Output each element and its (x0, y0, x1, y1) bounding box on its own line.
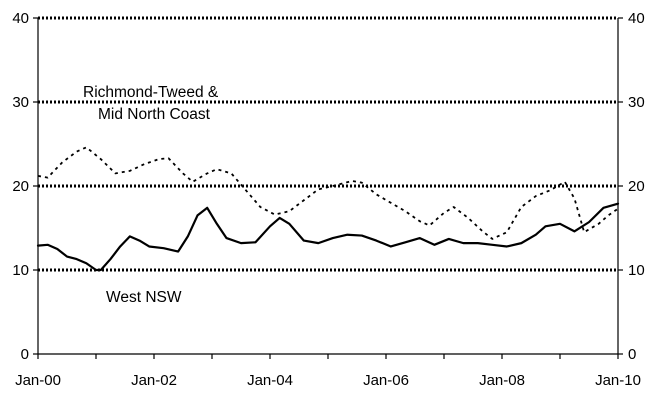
y-tick-label-right-0: 0 (628, 346, 636, 363)
y-tick-label-left-30: 30 (12, 94, 29, 111)
series-label-0-line-0: West NSW (106, 289, 182, 306)
x-tick-label-Jan-06: Jan-06 (363, 372, 409, 389)
series-label-1-line-0: Richmond-Tweed & (83, 84, 219, 101)
series-label-1-line-1: Mid North Coast (98, 106, 211, 123)
y-tick-label-left-0: 0 (21, 346, 29, 363)
series-layer (36, 146, 620, 272)
y-tick-label-left-40: 40 (12, 10, 29, 27)
x-tick-label-Jan-04: Jan-04 (247, 372, 293, 389)
y-tick-label-left-20: 20 (12, 178, 29, 195)
y-tick-label-right-10: 10 (628, 262, 645, 279)
axes (33, 17, 623, 359)
series-line-0 (36, 202, 620, 272)
grid-lines (38, 16, 618, 272)
x-tick-label-Jan-02: Jan-02 (131, 372, 177, 389)
x-tick-label-Jan-10: Jan-10 (595, 372, 641, 389)
x-tick-label-Jan-08: Jan-08 (479, 372, 525, 389)
y-tick-label-right-30: 30 (628, 94, 645, 111)
y-tick-label-left-10: 10 (12, 262, 29, 279)
y-tick-label-right-40: 40 (628, 10, 645, 27)
x-tick-label-Jan-00: Jan-00 (15, 372, 61, 389)
series-line-1 (37, 146, 619, 240)
labels: 0 0 10 10 20 20 30 30 40 40 Jan-00 Jan-02 Jan-04 Jan-… (12, 10, 644, 389)
y-tick-label-right-20: 20 (628, 178, 645, 195)
